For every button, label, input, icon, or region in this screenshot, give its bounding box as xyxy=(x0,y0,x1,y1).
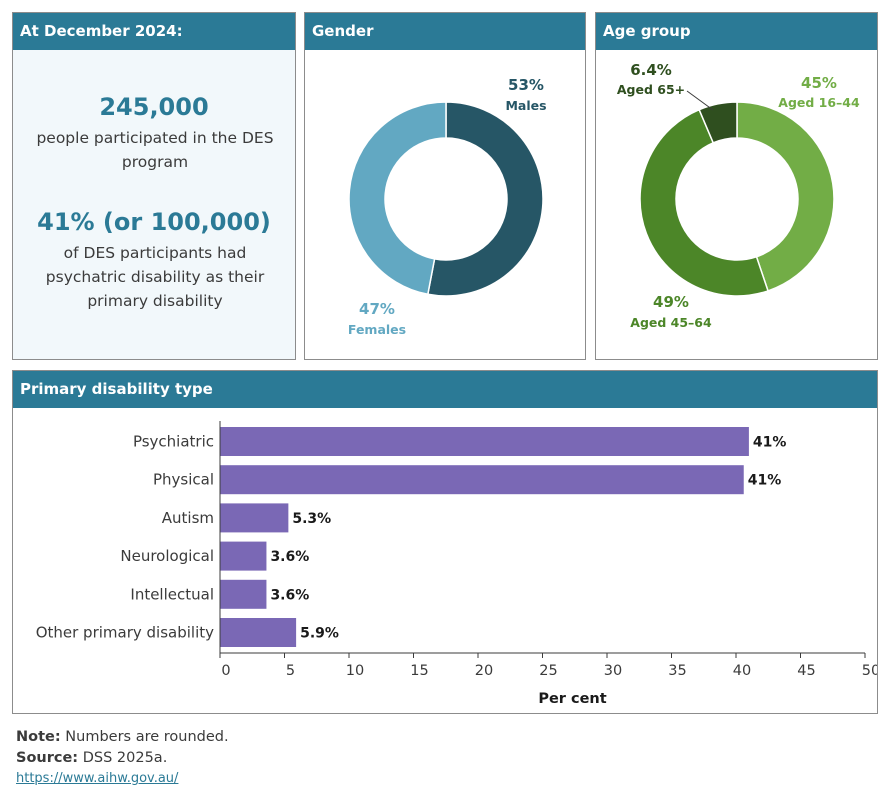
age-45-64-category-label: Aged 45–64 xyxy=(630,315,712,330)
bar xyxy=(220,503,289,533)
participants-text-line2: program xyxy=(121,153,189,171)
x-tick-label: 10 xyxy=(346,663,364,679)
note-label: Note: xyxy=(16,729,61,745)
x-tick-label: 35 xyxy=(668,663,686,679)
x-tick-label: 0 xyxy=(221,663,230,679)
source-label: Source: xyxy=(16,750,79,766)
age-45-64-pct-label: 49% xyxy=(653,293,689,311)
males-slice xyxy=(426,101,544,297)
aihw-link[interactable]: https://www.aihw.gov.au/ xyxy=(16,771,179,786)
category-label: Psychiatric xyxy=(133,433,214,451)
note-line: Note: Numbers are rounded. xyxy=(16,729,229,745)
x-tick-label: 20 xyxy=(475,663,493,679)
age-65-pct-label: 6.4% xyxy=(630,61,672,79)
data-label: 5.9% xyxy=(300,626,339,642)
summary-panel: At December 2024: 245,000 people partici… xyxy=(12,12,296,360)
x-axis-title: Per cent xyxy=(538,691,606,707)
x-tick-label: 40 xyxy=(733,663,751,679)
females-slice xyxy=(348,101,447,296)
gender-header: Gender xyxy=(305,13,585,50)
age-65-plus-slice xyxy=(698,101,738,144)
category-label: Other primary disability xyxy=(36,624,214,642)
data-label: 5.3% xyxy=(292,511,331,527)
age-65-category-label: Aged 65+ xyxy=(617,82,685,97)
females-pct-label: 47% xyxy=(359,300,395,318)
males-pct-label: 53% xyxy=(508,76,544,94)
disability-panel: Primary disability type Psychiatric 41% Ph… xyxy=(12,370,878,714)
age-header: Age group xyxy=(596,13,877,50)
category-label: Autism xyxy=(162,509,214,527)
x-tick-label: 5 xyxy=(286,663,295,679)
bar xyxy=(220,579,267,609)
age-16-44-slice xyxy=(736,101,835,292)
age-panel: Age group 6.4% Aged 65+ 45% Aged 16–44 4… xyxy=(595,12,878,360)
participants-value: 245,000 xyxy=(99,93,209,121)
x-tick-label: 30 xyxy=(604,663,622,679)
x-tick-label: 45 xyxy=(797,663,815,679)
category-label: Neurological xyxy=(120,547,214,565)
bar xyxy=(220,465,744,495)
summary-header: At December 2024: xyxy=(13,13,295,50)
bar xyxy=(220,618,297,647)
data-label: 3.6% xyxy=(270,549,309,565)
x-tick-label: 15 xyxy=(410,663,428,679)
psychiatric-text-line1: of DES participants had xyxy=(63,244,247,262)
age-45-64-slice xyxy=(639,108,769,297)
age-65-leader-line xyxy=(686,90,714,111)
bar xyxy=(220,427,749,456)
gender-panel: Gender 53% Males 47% Females xyxy=(304,12,586,360)
age-donut-chart: 6.4% Aged 65+ 45% Aged 16–44 49% Aged 45… xyxy=(617,61,860,330)
gender-donut-chart: 53% Males 47% Females xyxy=(348,76,547,337)
data-label: 41% xyxy=(748,473,782,489)
females-category-label: Females xyxy=(348,322,406,337)
disability-bar-chart: Psychiatric 41% Physical 41% Autism 5.3% Neuro… xyxy=(36,421,877,707)
psychiatric-share-value: 41% (or 100,000) xyxy=(37,208,271,236)
source-text: DSS 2025a. xyxy=(78,750,168,766)
source-line: Source: DSS 2025a. xyxy=(16,750,167,766)
males-category-label: Males xyxy=(505,98,546,113)
disability-header: Primary disability type xyxy=(13,371,877,408)
psychiatric-text-line3: primary disability xyxy=(87,292,223,310)
age-16-44-pct-label: 45% xyxy=(801,74,837,92)
category-label: Intellectual xyxy=(130,585,214,603)
data-label: 41% xyxy=(753,435,787,451)
participants-text-line1: people participated in the DES xyxy=(36,129,274,147)
age-16-44-category-label: Aged 16–44 xyxy=(778,95,860,110)
note-text: Numbers are rounded. xyxy=(60,729,229,745)
psychiatric-text-line2: psychatric disability as their xyxy=(45,268,265,286)
x-tick-label: 50 xyxy=(862,663,877,679)
bar xyxy=(220,541,267,571)
data-label: 3.6% xyxy=(270,587,309,603)
x-tick-label: 25 xyxy=(539,663,557,679)
category-label: Physical xyxy=(153,471,214,489)
